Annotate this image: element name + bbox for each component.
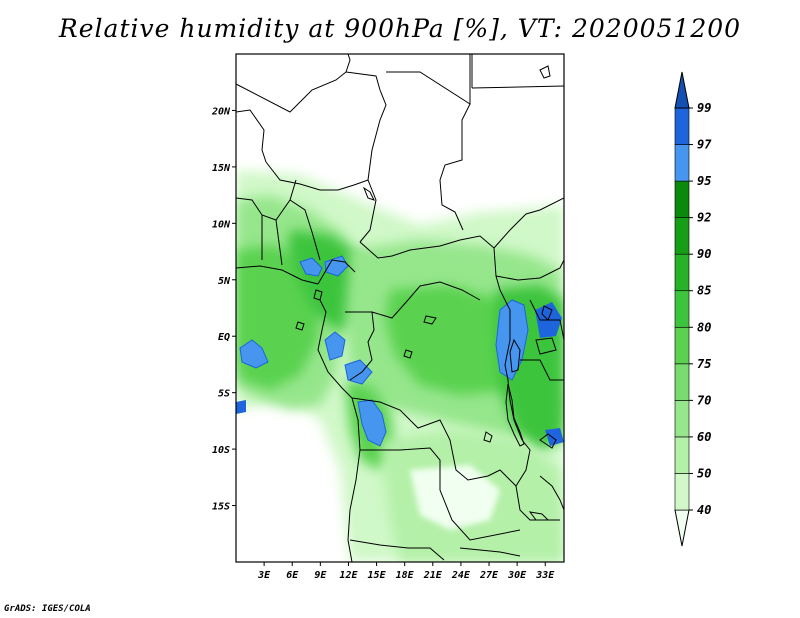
- saturated-patch-congo-w: [324, 331, 346, 361]
- colorbar-segment: [674, 107, 690, 145]
- coastline: [236, 265, 319, 285]
- colorbar-segment: [674, 363, 690, 401]
- lat-tick-label: 20N: [211, 106, 231, 117]
- border-line: [265, 161, 377, 243]
- colorbar-segment: [674, 217, 690, 255]
- saturated-patch-lakes-3: [545, 428, 564, 446]
- border-line: [471, 85, 564, 89]
- colorbar-label: 99: [697, 101, 711, 115]
- border-line: [495, 259, 564, 281]
- border-line: [493, 197, 564, 249]
- border-line: [439, 103, 471, 231]
- saturated-patch-gabon: [239, 339, 269, 369]
- border-line: [539, 475, 564, 511]
- colorbar-label: 80: [697, 320, 711, 334]
- colorbar-label: 97: [697, 138, 712, 152]
- lake-outline: [313, 289, 323, 301]
- longitude-axis: 3E 6E 9E 12E 15E 18E 21E 24E 27E 30E 33E: [257, 562, 555, 581]
- coastline: [317, 259, 356, 285]
- colorbar-label: 70: [697, 393, 711, 407]
- colorbar-segment: [674, 144, 690, 182]
- colorbar-segment: [674, 473, 690, 511]
- colorbar-segment: [674, 326, 690, 365]
- lake-outline: [362, 186, 375, 201]
- border-line: [351, 397, 517, 487]
- lat-tick-label: 15S: [212, 502, 230, 513]
- lon-tick-label: 30E: [507, 570, 527, 581]
- lon-tick-label: 18E: [396, 570, 415, 581]
- border-line: [386, 54, 471, 105]
- border-line: [345, 71, 387, 181]
- border-line: [349, 539, 445, 561]
- border-line: [499, 289, 523, 441]
- lake-outline: [528, 511, 550, 521]
- lat-tick-label: 5S: [218, 389, 230, 400]
- colorbar-label: 50: [697, 466, 711, 480]
- humidity-field: [236, 170, 564, 562]
- lon-tick-label: 24E: [451, 570, 471, 581]
- country-borders: [236, 54, 564, 562]
- lake-outline: [539, 433, 557, 449]
- border-line: [520, 359, 564, 381]
- colorbar-segment: [674, 436, 690, 474]
- colorbar-label: 90: [697, 247, 711, 261]
- colorbar-label: 95: [697, 174, 711, 188]
- border-line: [236, 179, 297, 221]
- lon-tick-label: 15E: [368, 570, 387, 581]
- lon-tick-label: 9E: [314, 570, 327, 581]
- border-line: [359, 235, 501, 291]
- border-line: [236, 54, 351, 113]
- lake-outline: [539, 65, 551, 79]
- lake-outline: [295, 321, 305, 331]
- lon-tick-label: 6E: [286, 570, 299, 581]
- colorbar-label: 60: [697, 430, 711, 444]
- colorbar-segment: [674, 290, 690, 328]
- colorbar-segment: [674, 180, 690, 218]
- colorbar-low-arrow: [674, 509, 690, 547]
- border-line: [459, 547, 521, 557]
- border-line: [275, 219, 283, 266]
- saturated-patch-coast: [236, 400, 246, 414]
- colorbar: 40 50 60 70 75 80 85 90 92 95 97 99: [674, 71, 712, 547]
- lon-tick-label: 27E: [479, 570, 499, 581]
- colorbar-high-arrow: [674, 71, 690, 109]
- lon-tick-label: 33E: [535, 570, 555, 581]
- lon-tick-label: 21E: [423, 570, 443, 581]
- lat-tick-label: 15N: [212, 163, 231, 174]
- lake-outline: [505, 383, 525, 447]
- lake-outline: [535, 337, 557, 355]
- lake-outline: [423, 315, 437, 325]
- saturated-patch-congo-s: [344, 359, 373, 385]
- lake-outline: [483, 431, 493, 443]
- saturated-patch-angola: [357, 399, 387, 447]
- border-line: [360, 447, 521, 541]
- lat-tick-label: 10S: [212, 445, 230, 456]
- lat-tick-label: 10N: [212, 219, 231, 230]
- border-line: [289, 199, 321, 261]
- lake-outline: [509, 338, 521, 373]
- border-line: [529, 299, 564, 341]
- lon-tick-label: 12E: [339, 570, 358, 581]
- border-line: [371, 281, 481, 319]
- colorbar-segment: [674, 253, 690, 292]
- lake-outline: [403, 349, 413, 359]
- border-line: [236, 109, 267, 163]
- saturated-patch-cameroon: [299, 257, 323, 277]
- colorbar-label: 40: [697, 503, 711, 517]
- colorbar-label: 92: [697, 211, 711, 225]
- grads-credit: GrADS: IGES/COLA: [4, 604, 91, 614]
- map-title: Relative humidity at 900hPa [%], VT: 202…: [58, 14, 742, 43]
- lat-tick-label: EQ: [218, 332, 230, 343]
- map-frame: [235, 53, 565, 563]
- colorbar-label: 85: [697, 284, 711, 298]
- lake-outline: [541, 305, 553, 321]
- colorbar-label: 75: [697, 357, 711, 371]
- humidity-region-southeast: [410, 465, 500, 530]
- latitude-axis: 20N 15N 10N 5N EQ 5S 10S 15S: [211, 106, 236, 513]
- lat-tick-label: 5N: [218, 276, 231, 287]
- lon-tick-label: 3E: [257, 570, 271, 581]
- border-line: [515, 439, 531, 487]
- colorbar-segment: [674, 400, 690, 438]
